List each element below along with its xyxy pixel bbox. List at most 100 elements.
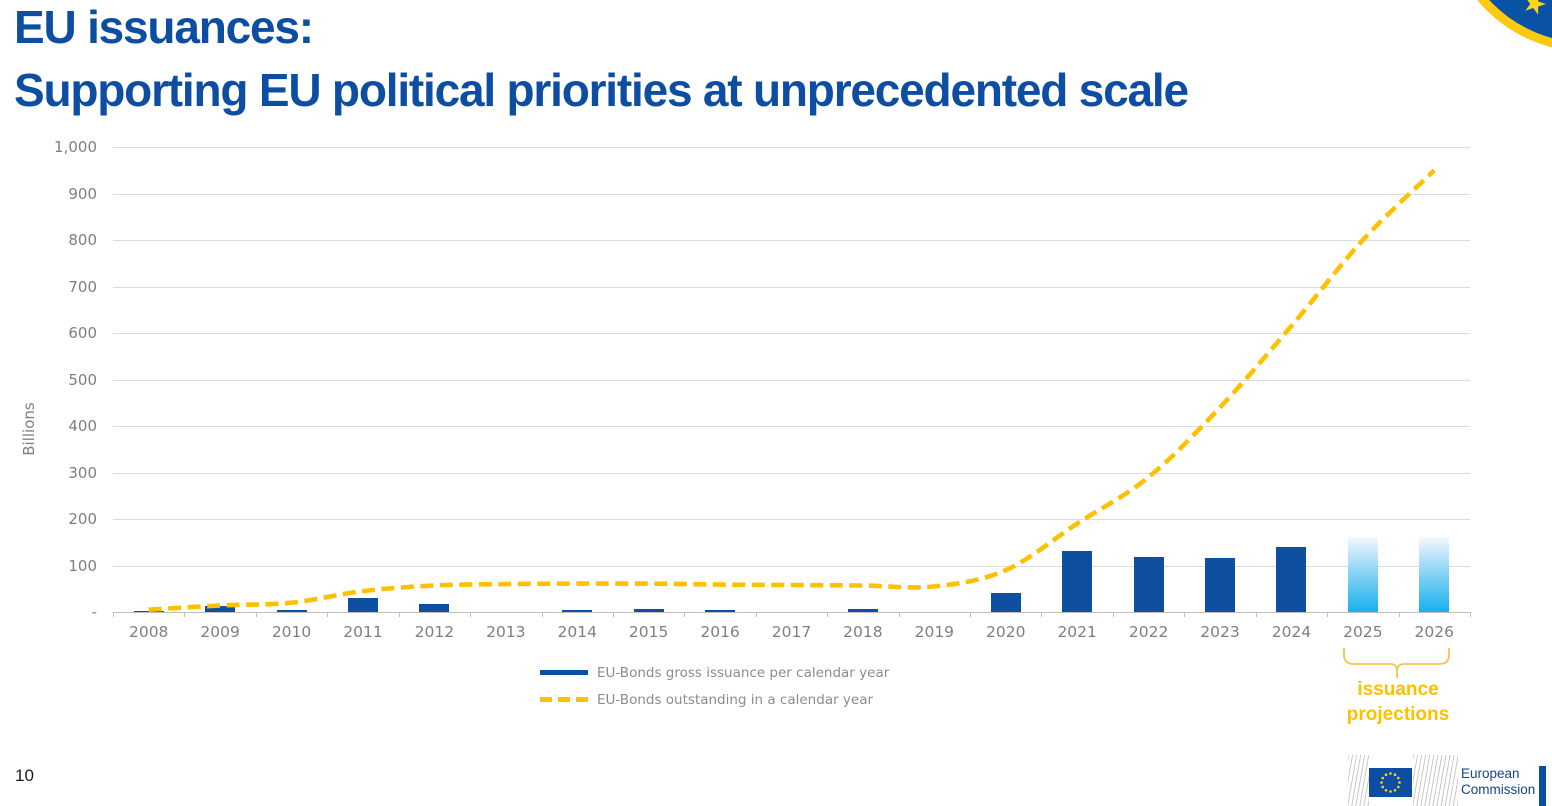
gridline <box>113 472 1470 474</box>
eu-star <box>1384 773 1388 777</box>
gridline <box>113 379 1470 381</box>
bar-projection <box>1347 536 1378 612</box>
eu-flag-icon <box>1369 768 1412 797</box>
logo-swoosh-right <box>1413 755 1458 806</box>
x-tickmark <box>1398 612 1400 617</box>
x-tickmark <box>541 612 543 617</box>
gridline <box>113 426 1470 427</box>
page-title-line1: EU issuances: <box>14 1 314 53</box>
gridline <box>113 565 1470 567</box>
x-tick-label: 2018 <box>843 623 883 641</box>
y-tick-label: 500 <box>68 370 97 389</box>
y-tick-label: 1,000 <box>54 138 97 156</box>
logo-wordmark-line2: Commission <box>1461 782 1536 797</box>
x-tick-label: 2022 <box>1128 623 1169 641</box>
logo-vertical-bar <box>1539 766 1546 806</box>
legend-bar-label: EU-Bonds gross issuance per calendar yea… <box>597 664 890 681</box>
x-tickmark <box>827 612 829 617</box>
eu-star <box>1389 790 1392 793</box>
x-axis-line <box>113 612 1470 613</box>
x-tick-label: 2021 <box>1057 623 1097 641</box>
x-tick-label: 2017 <box>771 623 812 641</box>
bar <box>347 598 378 612</box>
bar <box>633 608 664 612</box>
x-tickmark <box>470 612 472 617</box>
x-tick-label: 2019 <box>914 623 955 641</box>
x-tick-label: 2016 <box>700 623 740 641</box>
y-tick-label: 300 <box>68 463 97 482</box>
eu-star <box>1396 776 1400 780</box>
x-tickmark <box>1112 612 1114 617</box>
bar <box>1062 550 1093 612</box>
european-commission-logo: European Commission <box>1348 755 1552 806</box>
x-tickmark <box>1470 612 1471 617</box>
y-tick-label: 900 <box>68 184 97 203</box>
x-tick-label: 2024 <box>1271 623 1312 641</box>
x-tickmark <box>327 612 329 617</box>
x-tick-label: 2026 <box>1414 623 1454 641</box>
x-tick-label: 2011 <box>343 623 383 641</box>
gridline <box>113 240 1470 241</box>
y-tick-label: 700 <box>68 277 97 296</box>
outstanding-line-path <box>148 168 1436 612</box>
bar <box>705 609 736 612</box>
bar <box>1133 557 1164 612</box>
eu-star <box>1389 772 1392 775</box>
eu-star <box>1381 785 1385 789</box>
gridline <box>113 519 1470 520</box>
gridline <box>113 333 1470 334</box>
y-tick-label: 200 <box>68 510 97 528</box>
x-tickmark <box>755 612 757 617</box>
gridline <box>113 286 1470 288</box>
x-tickmark <box>898 612 900 617</box>
y-tick-label: 800 <box>68 231 97 249</box>
bracket-path <box>1343 648 1450 678</box>
y-tick-label: - <box>91 603 97 621</box>
eu-star <box>1393 773 1397 777</box>
bar <box>847 609 878 612</box>
legend-line-label: EU-Bonds outstanding in a calendar year <box>597 691 874 708</box>
eu-star <box>1381 776 1385 780</box>
y-tick-label: 100 <box>68 556 97 575</box>
eu-star <box>1393 788 1397 792</box>
x-tick-label: 2025 <box>1343 623 1383 641</box>
projection-annotation-line2: projections <box>1346 704 1450 725</box>
projection-annotation: issuance projections <box>1308 677 1488 727</box>
gridline <box>113 193 1470 195</box>
x-tick-label: 2020 <box>986 623 1026 641</box>
x-tick-label: 2013 <box>486 623 526 641</box>
page-title: EU issuances: Supporting EU political pr… <box>14 0 1189 122</box>
x-tickmark <box>1184 612 1186 617</box>
x-tickmark <box>1041 612 1043 617</box>
x-tick-label: 2010 <box>271 623 312 641</box>
legend-item-bars: EU-Bonds gross issuance per calendar yea… <box>540 659 889 686</box>
x-tickmark <box>684 612 686 617</box>
x-tickmark <box>970 612 972 617</box>
x-tickmark <box>1255 612 1257 617</box>
x-tickmark <box>398 612 400 617</box>
legend-bar-swatch <box>540 670 588 675</box>
page-title-line2: Supporting EU political priorities at un… <box>14 64 1189 116</box>
eu-star <box>1380 781 1383 784</box>
bar <box>276 609 307 612</box>
x-tick-label: 2015 <box>628 623 669 641</box>
logo-swoosh-left <box>1348 755 1369 806</box>
eu-star <box>1398 781 1401 784</box>
x-tick-label: 2012 <box>414 623 455 641</box>
gridline <box>113 147 1470 148</box>
bar <box>205 606 236 612</box>
x-tickmark <box>255 612 257 617</box>
bar <box>133 610 164 612</box>
bar-projection <box>1419 536 1450 612</box>
x-tick-label: 2023 <box>1200 623 1240 641</box>
logo-wordmark: European Commission <box>1461 766 1535 798</box>
x-tickmark <box>612 612 614 617</box>
y-tick-label: 400 <box>68 417 97 435</box>
projection-annotation-line1: issuance <box>1357 679 1439 700</box>
eu-star <box>1396 785 1400 789</box>
logo-wordmark-line1: European <box>1461 766 1520 781</box>
legend-item-line: EU-Bonds outstanding in a calendar year <box>540 686 889 713</box>
eu-flag-stars <box>1380 772 1401 793</box>
bar <box>1276 547 1307 612</box>
